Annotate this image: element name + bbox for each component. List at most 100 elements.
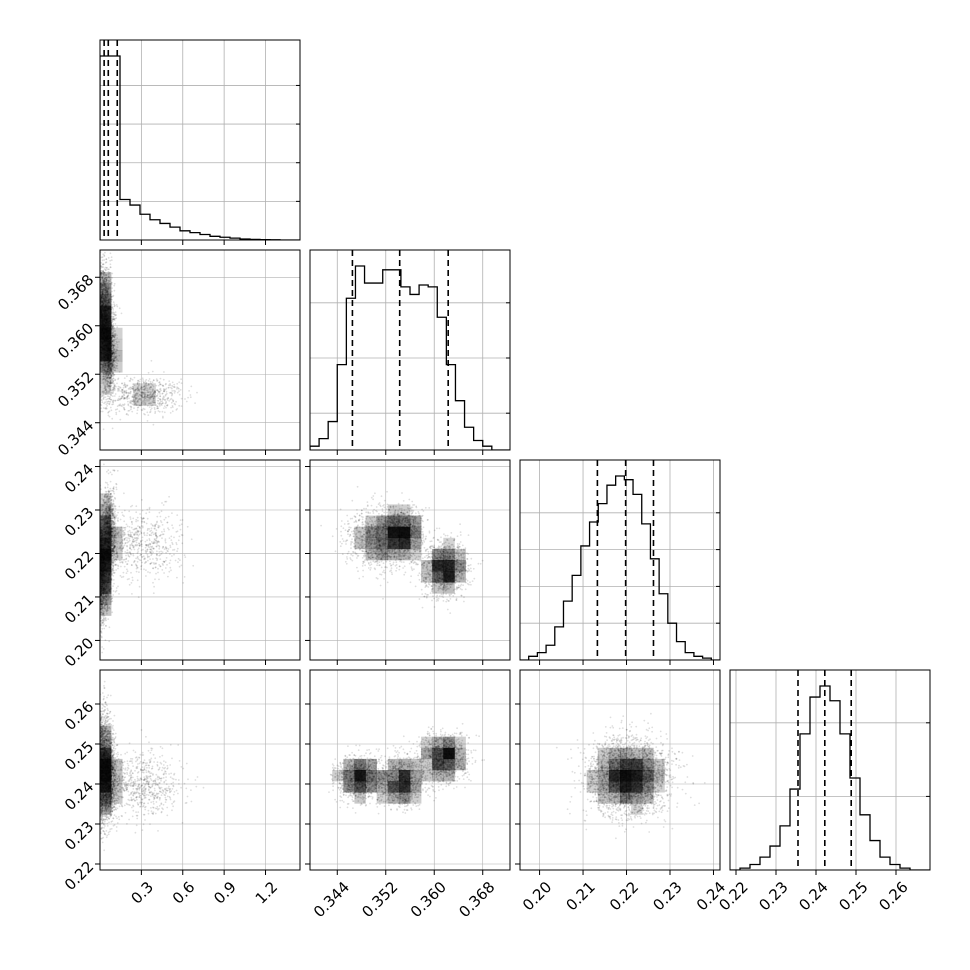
sample-point [148,402,151,405]
sample-point [131,394,134,396]
sample-point [107,365,110,368]
sample-point [168,386,170,389]
sample-point [135,398,137,401]
sample-point [173,553,175,556]
sample-point [149,397,151,399]
sample-point [111,536,113,538]
sample-point [178,393,181,396]
sample-point [114,334,117,336]
hist-panel-p2 [519,459,721,665]
sample-point [105,596,108,599]
sample-point [105,593,107,596]
sample-point [101,288,104,291]
sample-point [110,256,113,259]
sample-point [150,383,153,385]
sample-point [100,593,103,596]
sample-point [145,382,148,385]
sample-point [105,286,107,288]
sample-point [107,284,109,287]
sample-point [105,289,108,292]
sample-point [104,280,107,283]
sample-point [104,389,107,392]
sample-point [149,562,152,565]
sample-point [150,396,153,399]
sample-point [141,543,143,546]
sample-point [102,593,105,595]
sample-point [112,350,115,353]
sample-point [111,392,114,395]
sample-point [137,385,140,388]
sample-point [105,393,107,396]
sample-point [136,400,139,403]
sample-point [157,567,159,570]
sample-point [108,366,110,369]
sample-point [112,562,115,564]
sample-point [108,361,111,364]
sample-point [180,523,183,526]
sample-point [108,218,110,220]
sample-point [105,370,108,372]
sample-point [113,389,116,392]
sample-point [127,404,130,407]
sample-point [149,548,152,551]
sample-point [112,403,115,405]
sample-point [153,401,156,404]
sample-point [119,546,121,549]
sample-point [111,530,113,532]
sample-point [112,335,114,337]
sample-point [128,409,131,412]
sample-point [105,279,108,282]
sample-point [110,381,112,384]
sample-point [112,349,114,352]
sample-point [108,363,111,366]
sample-point [136,529,139,532]
sample-point [104,364,106,367]
sample-point [104,287,107,290]
sample-point [108,370,111,373]
sample-point [111,368,114,370]
sample-point [121,395,124,398]
sample-point [109,282,111,285]
sample-point [189,394,192,396]
sample-point [149,388,151,391]
sample-point [163,572,165,574]
sample-point [152,385,155,388]
sample-point [109,376,112,379]
sample-point [115,346,117,348]
sample-point [148,394,151,396]
sample-point [107,500,110,503]
sample-point [131,400,133,403]
sample-point [100,290,103,293]
sample-point [123,509,126,512]
sample-point [152,542,155,545]
sample-point [123,394,126,397]
sample-point [146,508,149,511]
sample-point [112,345,115,348]
sample-point [117,385,120,388]
sample-point [106,367,109,370]
sample-point [144,381,147,384]
sample-point [111,344,114,347]
sample-point [122,384,125,387]
sample-point [107,292,110,295]
sample-point [104,607,106,609]
sample-point [189,396,192,399]
sample-point [109,387,111,390]
sample-point [107,509,110,512]
sample-point [159,565,162,568]
sample-point [149,571,151,574]
sample-point [102,407,105,409]
sample-point [107,618,110,620]
sample-point [102,277,104,280]
sample-point [104,607,106,610]
sample-point [101,291,104,294]
sample-point [159,383,162,385]
sample-point [140,386,143,389]
sample-point [108,367,111,370]
sample-point [113,521,116,524]
sample-point [113,539,116,541]
sample-point [111,514,114,517]
sample-point [100,635,103,638]
sample-point [138,404,141,406]
sample-point [158,397,161,400]
